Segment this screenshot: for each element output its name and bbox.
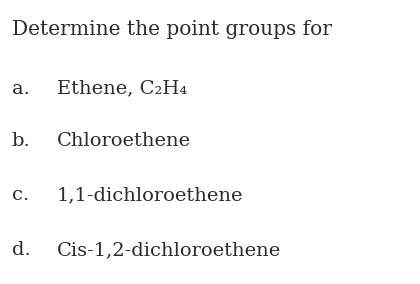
Text: b.: b.: [12, 132, 31, 150]
Text: Ethene, C₂H₄: Ethene, C₂H₄: [57, 80, 187, 97]
Text: Cis-1,2-dichloroethene: Cis-1,2-dichloroethene: [57, 241, 281, 259]
Text: c.: c.: [12, 186, 29, 204]
Text: 1,1-dichloroethene: 1,1-dichloroethene: [57, 186, 243, 204]
Text: Determine the point groups for: Determine the point groups for: [12, 20, 332, 39]
Text: d.: d.: [12, 241, 31, 259]
Text: Chloroethene: Chloroethene: [57, 132, 191, 150]
Text: a.: a.: [12, 80, 30, 97]
